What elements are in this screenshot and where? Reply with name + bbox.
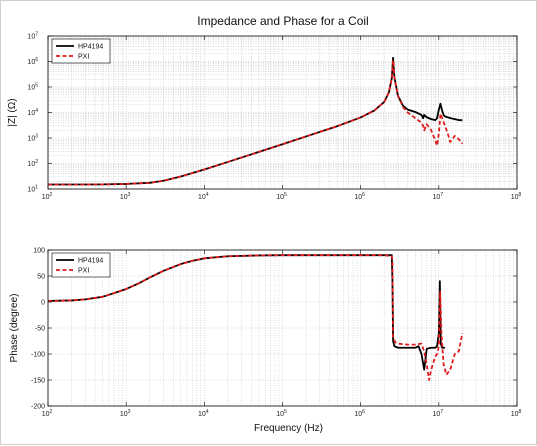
- x-tick-label: 104: [198, 192, 209, 201]
- legend-box: [51, 252, 111, 278]
- x-tick-label-base: 10: [433, 194, 441, 201]
- plot-impedance: 102 103 104 105 106 107 1081011021031041051061…: [7, 32, 522, 202]
- y-tick-label-base: 10: [27, 161, 35, 168]
- x-tick-label-base: 10: [354, 194, 362, 201]
- legend-label-pxi: PXI: [78, 268, 89, 275]
- y-tick-label-exponent: 7: [35, 32, 38, 38]
- x-tick-label: 103: [120, 192, 131, 201]
- y-tick-label-base: -100: [31, 352, 45, 359]
- x-tick-label-base: 10: [511, 411, 519, 418]
- x-tick-label-exponent: 8: [519, 192, 522, 198]
- x-tick-label-exponent: 5: [284, 192, 287, 198]
- x-tick-label: 107: [433, 409, 444, 418]
- y-tick-label: 102: [27, 159, 38, 168]
- y-axis-label: Phase (degree): [9, 294, 20, 363]
- x-tick-label-base: 10: [42, 194, 50, 201]
- y-tick-label-base: -150: [31, 378, 45, 385]
- x-tick-label-base: 10: [276, 411, 284, 418]
- y-tick-label-base: -200: [31, 404, 45, 411]
- legend-label-hp4194: HP4194: [78, 44, 103, 51]
- legend-box: [51, 38, 111, 64]
- series-line-pxi: [48, 254, 464, 381]
- plot-phase: 102 103 104 105 106 107 108100500-50-100-150-2…: [9, 248, 522, 435]
- series-line-pxi: [48, 59, 464, 186]
- x-tick-label: 106: [354, 192, 365, 201]
- y-tick-label-base: 10: [27, 59, 35, 66]
- y-tick-label-base: 50: [37, 274, 45, 281]
- legend-label-hp4194: HP4194: [78, 258, 103, 265]
- x-tick-label: 106: [354, 409, 365, 418]
- x-tick-label-base: 10: [511, 194, 519, 201]
- x-tick-label-base: 10: [433, 411, 441, 418]
- x-tick-label-exponent: 4: [206, 192, 209, 198]
- y-tick-label-base: -50: [35, 326, 45, 333]
- y-tick-label: 107: [27, 32, 38, 41]
- x-tick-label: 102: [42, 192, 53, 201]
- y-tick-label-base: 10: [27, 85, 35, 92]
- x-tick-label-exponent: 4: [206, 409, 209, 415]
- y-tick-label-exponent: 5: [35, 83, 38, 89]
- y-tick-label: 103: [27, 134, 38, 143]
- x-tick-label-exponent: 3: [128, 192, 131, 198]
- y-tick-label-exponent: 2: [35, 159, 38, 165]
- y-tick-label-base: 10: [27, 136, 35, 143]
- y-tick-label-base: 10: [27, 34, 35, 41]
- x-tick-label: 105: [276, 192, 287, 201]
- y-tick-label-exponent: 6: [35, 57, 38, 63]
- x-tick-label-base: 10: [120, 411, 128, 418]
- x-tick-label-exponent: 2: [50, 192, 53, 198]
- y-tick-label-base: 100: [33, 248, 45, 255]
- y-tick-label-exponent: 1: [35, 185, 38, 191]
- series-group: [48, 254, 464, 381]
- y-tick-label: 104: [27, 108, 38, 117]
- x-tick-label: 102: [42, 409, 53, 418]
- x-tick-label-exponent: 5: [284, 409, 287, 415]
- y-tick-label: 100: [33, 248, 45, 255]
- legend: HP4194 PXI: [51, 252, 111, 278]
- y-tick-label: -150: [31, 378, 45, 385]
- x-tick-label: 105: [276, 409, 287, 418]
- x-tick-label-exponent: 7: [440, 192, 443, 198]
- legend-label-pxi: PXI: [78, 54, 89, 61]
- x-tick-label-base: 10: [42, 411, 50, 418]
- y-tick-label: -100: [31, 352, 45, 359]
- series-line-hp4194: [48, 254, 446, 371]
- x-tick-label: 108: [511, 192, 522, 201]
- y-tick-label: 105: [27, 83, 38, 92]
- x-tick-label: 104: [198, 409, 209, 418]
- x-tick-label-base: 10: [276, 194, 284, 201]
- x-tick-label: 107: [433, 192, 444, 201]
- y-tick-label: 50: [37, 274, 45, 281]
- x-tick-label-exponent: 3: [128, 409, 131, 415]
- legend: HP4194 PXI: [51, 38, 111, 64]
- x-tick-label: 108: [511, 409, 522, 418]
- chart-title: Impedance and Phase for a Coil: [197, 14, 368, 28]
- x-tick-label-exponent: 7: [440, 409, 443, 415]
- x-tick-label-base: 10: [354, 411, 362, 418]
- y-tick-label: 106: [27, 57, 38, 66]
- y-tick-label-exponent: 4: [35, 108, 38, 114]
- x-tick-label-base: 10: [198, 411, 206, 418]
- x-tick-label-exponent: 8: [519, 409, 522, 415]
- series-group: [48, 56, 464, 186]
- y-axis-label: |Z| (Ω): [7, 98, 18, 126]
- x-tick-label-base: 10: [198, 194, 206, 201]
- x-axis-label: Frequency (Hz): [254, 423, 323, 434]
- y-tick-label: 0: [41, 300, 45, 307]
- y-tick-label-base: 10: [27, 187, 35, 194]
- x-tick-label: 103: [120, 409, 131, 418]
- y-tick-label: -50: [35, 326, 45, 333]
- y-tick-label-exponent: 3: [35, 134, 38, 140]
- y-tick-label: -200: [31, 404, 45, 411]
- x-tick-label-exponent: 6: [362, 192, 365, 198]
- x-tick-label-exponent: 2: [50, 409, 53, 415]
- x-tick-label-base: 10: [120, 194, 128, 201]
- y-tick-label: 101: [27, 185, 38, 194]
- y-tick-label-base: 0: [41, 300, 45, 307]
- x-tick-label-exponent: 6: [362, 409, 365, 415]
- y-tick-label-base: 10: [27, 110, 35, 117]
